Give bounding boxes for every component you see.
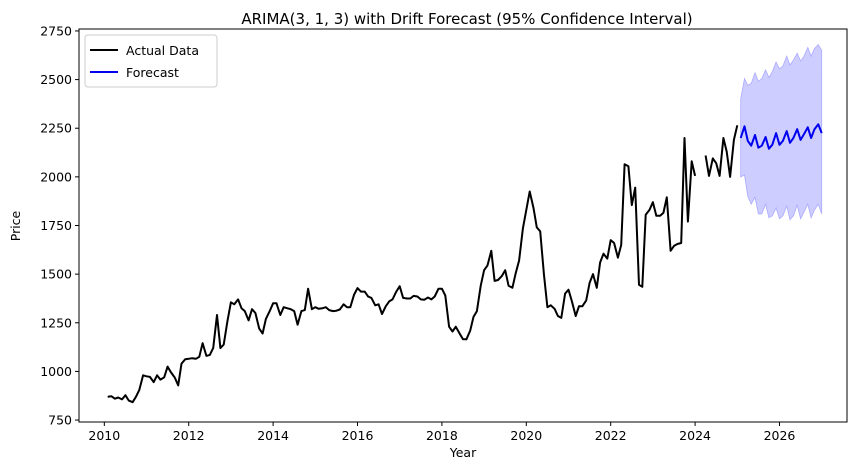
legend-box [84, 34, 218, 88]
x-tick-label: 2010 [88, 428, 120, 443]
y-tick-label: 1000 [40, 364, 72, 379]
y-tick-label: 2750 [40, 23, 72, 38]
x-tick-label: 2012 [173, 428, 205, 443]
legend-label-forecast: Forecast [126, 65, 179, 80]
legend: Actual Data Forecast [84, 34, 218, 88]
plot-frame [78, 28, 848, 423]
y-tick-label: 2250 [40, 121, 72, 136]
x-tick-label: 2022 [595, 428, 627, 443]
x-tick-label: 2024 [679, 428, 711, 443]
x-tick-label: 2020 [510, 428, 542, 443]
y-tick-label: 1750 [40, 218, 72, 233]
x-tick-label: 2014 [257, 428, 289, 443]
series-layer [107, 123, 823, 404]
x-tick-label: 2026 [764, 428, 796, 443]
y-axis: 750 1000 1250 1500 1750 2000 2250 2500 2750 [40, 23, 79, 428]
x-axis: 2010 2012 2014 2016 2018 2020 2022 2024 2026 [88, 422, 795, 443]
series-line-actual-segment-2 [704, 125, 739, 178]
y-tick-label: 1250 [40, 315, 72, 330]
confidence-interval-band [740, 43, 823, 221]
chart-title: ARIMA(3, 1, 3) with Drift Forecast (95% … [241, 10, 692, 28]
y-tick-label: 750 [48, 413, 72, 428]
series-line-actual-segment-1 [107, 137, 697, 404]
y-tick-label: 1500 [40, 267, 72, 282]
legend-label-actual: Actual Data [126, 43, 199, 58]
x-tick-label: 2018 [426, 428, 458, 443]
y-axis-title: Price [8, 210, 23, 241]
series-line-forecast [739, 123, 823, 150]
y-tick-label: 2000 [40, 169, 72, 184]
x-axis-title: Year [449, 445, 477, 460]
x-tick-label: 2016 [342, 428, 374, 443]
y-tick-label: 2500 [40, 72, 72, 87]
confidence-interval-layer [740, 43, 823, 221]
